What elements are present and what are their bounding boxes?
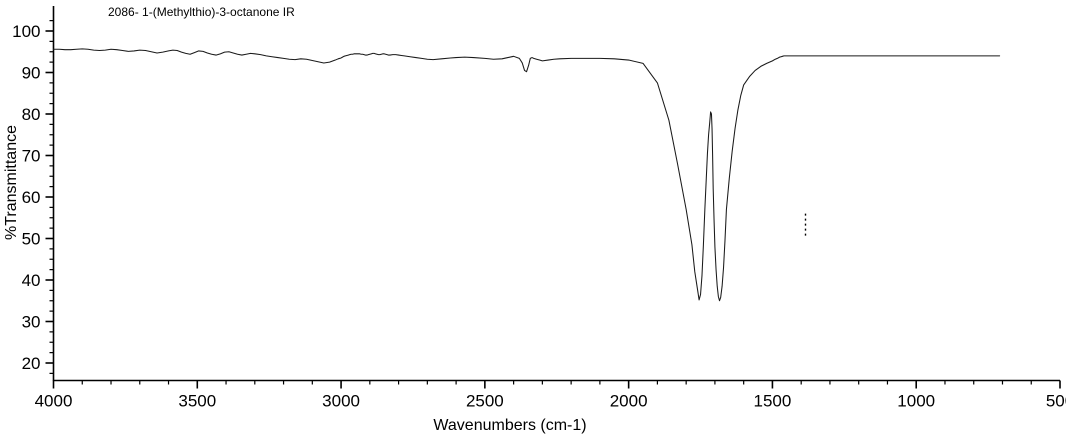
x-tick-label: 3500 bbox=[178, 392, 216, 411]
y-axis: 20 30 40 50 60 70 80 90 100 bbox=[12, 20, 54, 374]
x-tick-label: 2000 bbox=[610, 392, 648, 411]
x-tick-label: 500 bbox=[1046, 392, 1066, 411]
x-tick-label: 1500 bbox=[754, 392, 792, 411]
spectrum-trace bbox=[52, 48, 1001, 302]
x-tick-label: 4000 bbox=[35, 392, 73, 411]
y-tick-label: 70 bbox=[22, 147, 41, 166]
y-tick-label: 60 bbox=[22, 188, 41, 207]
x-tick-label: 3000 bbox=[322, 392, 360, 411]
y-tick-label: 30 bbox=[22, 313, 41, 332]
y-tick-label: 40 bbox=[22, 271, 41, 290]
x-tick-label: 1000 bbox=[897, 392, 935, 411]
y-tick-label: 20 bbox=[22, 354, 41, 373]
chart-title: 2086- 1-(Methylthio)-3-octanone IR bbox=[108, 5, 295, 19]
y-axis-title: %Transmittance bbox=[3, 125, 20, 240]
x-axis: 4000 3500 3000 2500 2000 1500 1000 500 bbox=[35, 380, 1066, 411]
x-tick-label: 2500 bbox=[466, 392, 504, 411]
x-axis-title: Wavenumbers (cm-1) bbox=[433, 417, 586, 434]
y-tick-label: 100 bbox=[12, 22, 40, 41]
y-tick-label: 50 bbox=[22, 230, 41, 249]
y-tick-label: 90 bbox=[22, 64, 41, 83]
y-tick-label: 80 bbox=[22, 105, 41, 124]
